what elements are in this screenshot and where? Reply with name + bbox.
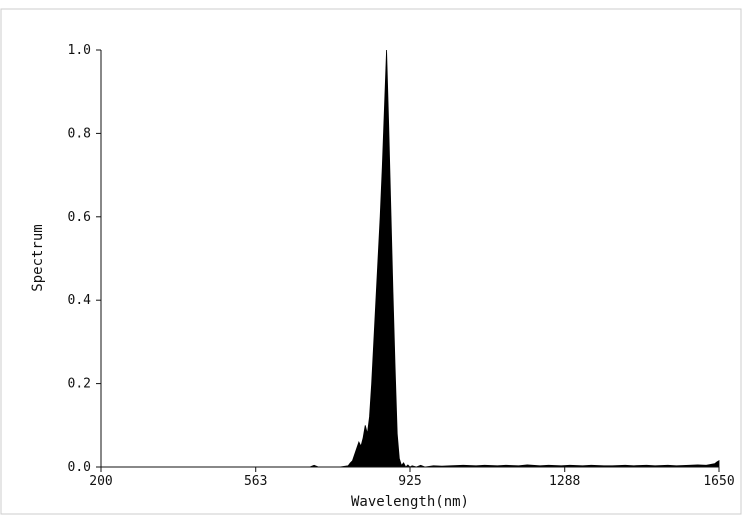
x-tick-label: 563 [244, 474, 267, 489]
y-tick-label: 0.8 [68, 126, 91, 141]
chart-border [0, 8, 742, 515]
plot-area [101, 49, 720, 468]
y-axis: 0.0 0.2 0.4 0.6 0.8 1.0 [68, 43, 102, 475]
y-axis-title: Spectrum [30, 224, 46, 291]
x-tick-label: 200 [89, 474, 112, 489]
x-tick-label: 1650 [703, 474, 734, 489]
y-tick-label: 0.2 [68, 377, 91, 392]
y-tick-label: 0.0 [68, 460, 91, 475]
x-axis-title: Wavelength(nm) [351, 494, 469, 510]
y-tick-label: 0.6 [68, 210, 91, 225]
x-tick-label: 925 [398, 474, 421, 489]
spectrum-area-series [101, 49, 720, 468]
y-tick-label: 0.4 [68, 293, 92, 308]
y-tick-label: 1.0 [68, 43, 91, 58]
x-axis: 200 563 925 1288 1650 [89, 466, 735, 489]
x-tick-label: 1288 [549, 474, 580, 489]
